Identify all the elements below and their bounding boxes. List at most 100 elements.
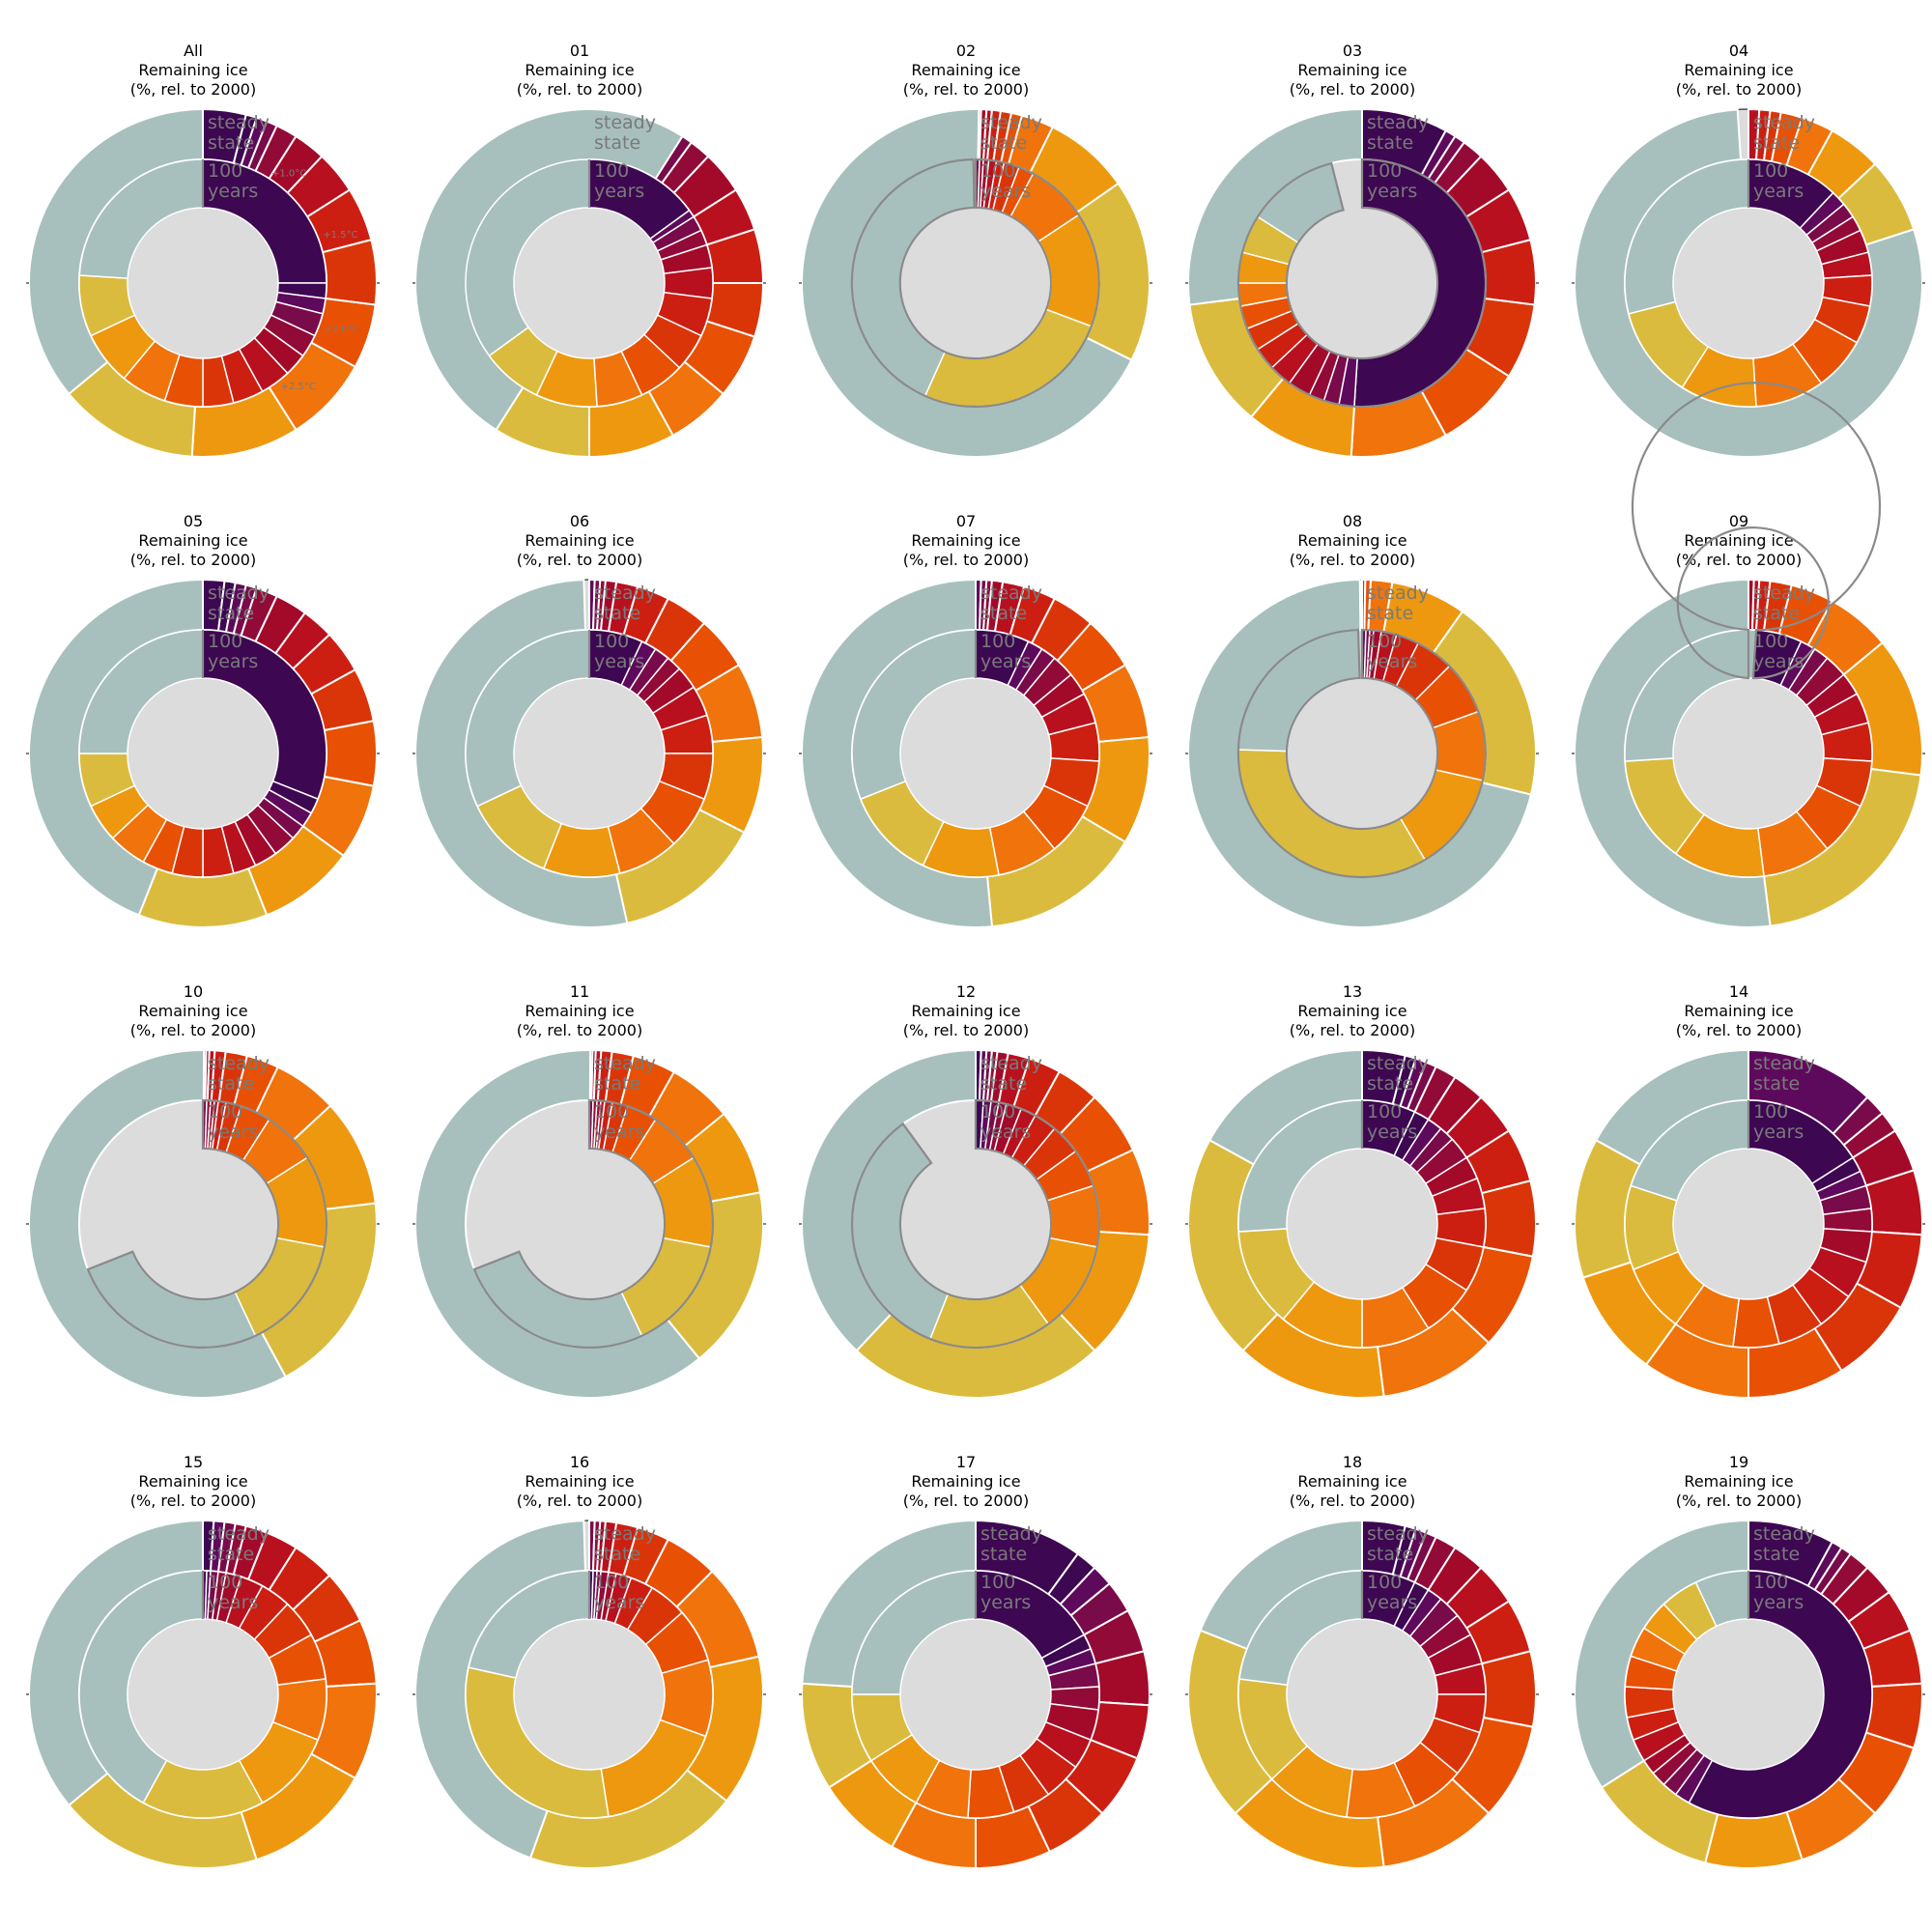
panel-subtitle-remaining-ice: Remaining ice (525, 1472, 635, 1491)
outer-ring-segment (1704, 1810, 1804, 1869)
inner-ring-label-line2: years (1753, 1592, 1804, 1613)
inner-ring-segment (78, 158, 204, 279)
chart-center-hole (1674, 679, 1823, 828)
chart-center-hole (128, 1620, 277, 1769)
outer-ring-label-line1: steady (594, 582, 656, 604)
outer-ring-label-line2: state (980, 1073, 1027, 1094)
inner-ring-label-line2: years (1367, 1592, 1417, 1613)
glacier-region-panel: 01 Remaining ice (%, rel. to 2000) steady st… (386, 0, 773, 483)
panel-subtitle-units: (%, rel. to 2000) (516, 80, 643, 99)
outer-ring-label-line2: state (594, 132, 640, 154)
panel-subtitle-units: (%, rel. to 2000) (1675, 551, 1803, 569)
outer-ring-segment (1480, 1179, 1537, 1258)
panel-subtitle-remaining-ice: Remaining ice (1684, 1002, 1794, 1020)
panel-title: 07 (955, 512, 977, 530)
glacier-region-panel: 09 Remaining ice (%, rel. to 2000) steady st… (1546, 382, 1932, 953)
glacier-region-panel: 17 Remaining ice (%, rel. to 2000) steady st… (773, 1411, 1159, 1894)
glacier-region-panel: 10 Remaining ice (%, rel. to 2000) steady st… (0, 941, 386, 1424)
inner-ring-label-line2: years (208, 651, 258, 672)
chart-center-hole (515, 679, 664, 828)
panel-subtitle-units: (%, rel. to 2000) (1289, 80, 1416, 99)
inner-ring-label-line2: years (1367, 181, 1417, 202)
outer-ring-label-line2: state (1367, 1073, 1413, 1094)
inner-ring-segment (78, 1570, 204, 1804)
panel-subtitle-units: (%, rel. to 2000) (902, 80, 1030, 99)
outer-ring-label-line2: state (1753, 132, 1800, 154)
outer-ring-segment (1480, 239, 1537, 306)
panel-title: 12 (955, 982, 977, 1001)
inner-ring-label-line2: years (980, 651, 1031, 672)
inner-ring-label-line2: years (594, 1592, 644, 1613)
outer-ring-label-line1: steady (980, 1053, 1042, 1074)
panel-subtitle-units: (%, rel. to 2000) (902, 1492, 1030, 1510)
panel-subtitle-remaining-ice: Remaining ice (1684, 1472, 1794, 1491)
inner-ring-segment (1624, 158, 1749, 315)
inner-ring-segment (465, 1666, 610, 1819)
panel-subtitle-units: (%, rel. to 2000) (1289, 551, 1416, 569)
inner-ring-label-line1: 100 (1753, 631, 1788, 652)
inner-ring-label-line1: 100 (208, 160, 242, 182)
chart-center-hole (515, 1620, 664, 1769)
panel-subtitle-remaining-ice: Remaining ice (1297, 61, 1407, 79)
glacier-region-panel: 02 Remaining ice (%, rel. to 2000) steady st… (773, 0, 1159, 483)
outer-ring-label-line2: state (980, 603, 1027, 624)
outer-ring-label-line1: steady (980, 582, 1042, 604)
warming-level-label: +1.0°C (271, 168, 306, 179)
outer-ring-label-line1: steady (1753, 112, 1815, 133)
inner-ring-outline (86, 1098, 328, 1350)
inner-ring-label-line1: 100 (208, 1101, 242, 1122)
chart-center-hole (901, 209, 1050, 357)
chart-center-hole (128, 1150, 277, 1298)
inner-ring-segment (202, 629, 327, 801)
panel-subtitle-units: (%, rel. to 2000) (129, 80, 257, 99)
inner-ring-label-line1: 100 (1753, 1101, 1788, 1122)
panel-subtitle-remaining-ice: Remaining ice (911, 531, 1021, 550)
inner-ring-label-line1: 100 (594, 631, 629, 652)
outer-ring-label-line2: state (1753, 1073, 1800, 1094)
panel-subtitle-remaining-ice: Remaining ice (525, 531, 635, 550)
glacier-region-panel: 15 Remaining ice (%, rel. to 2000) steady st… (0, 1411, 386, 1894)
glacier-region-panel: 06 Remaining ice (%, rel. to 2000) steady st… (386, 470, 773, 953)
panel-title: 13 (1342, 982, 1363, 1001)
inner-ring-label-line2: years (208, 1592, 258, 1613)
chart-center-hole (901, 1150, 1050, 1298)
glacier-region-panel: 19 Remaining ice (%, rel. to 2000) steady st… (1546, 1411, 1932, 1894)
glacier-region-panel: 16 Remaining ice (%, rel. to 2000) steady st… (386, 1411, 773, 1894)
panel-title: 11 (569, 982, 590, 1001)
inner-ring-label-line1: 100 (980, 1101, 1015, 1122)
inner-ring-segment (202, 158, 327, 284)
glacier-region-panel: 14 Remaining ice (%, rel. to 2000) steady st… (1546, 941, 1932, 1424)
chart-center-hole (1674, 209, 1823, 357)
outer-ring-label-line2: state (208, 1544, 254, 1565)
inner-ring-label-line1: 100 (1367, 1101, 1402, 1122)
outer-ring-label-line1: steady (1753, 1053, 1815, 1074)
outer-ring-label-line2: state (1753, 603, 1800, 624)
chart-center-hole (1674, 1150, 1823, 1298)
chart-center-hole (515, 1150, 664, 1298)
outer-ring-label-line1: steady (980, 1523, 1042, 1545)
inner-ring-segment (78, 629, 204, 754)
panel-subtitle-units: (%, rel. to 2000) (129, 551, 257, 569)
warming-level-label: +2.5°C (281, 382, 316, 392)
inner-ring-segment (1237, 1099, 1363, 1233)
outer-ring-label-line2: state (594, 1544, 640, 1565)
panel-title: 18 (1342, 1453, 1363, 1471)
outer-ring-label-line2: state (208, 1073, 254, 1094)
panel-subtitle-remaining-ice: Remaining ice (911, 1002, 1021, 1020)
panel-title: All (184, 42, 203, 60)
inner-ring-segment (1688, 1570, 1873, 1819)
panel-subtitle-units: (%, rel. to 2000) (1675, 1492, 1803, 1510)
outer-ring-label-line1: steady (1367, 1053, 1429, 1074)
inner-ring-outline (1236, 628, 1487, 879)
panel-subtitle-remaining-ice: Remaining ice (1297, 1002, 1407, 1020)
outer-ring-label-line2: state (208, 132, 254, 154)
panel-subtitle-units: (%, rel. to 2000) (129, 1021, 257, 1039)
outer-ring-label-line1: steady (594, 1523, 656, 1545)
inner-ring-label-line1: 100 (1753, 1572, 1788, 1593)
